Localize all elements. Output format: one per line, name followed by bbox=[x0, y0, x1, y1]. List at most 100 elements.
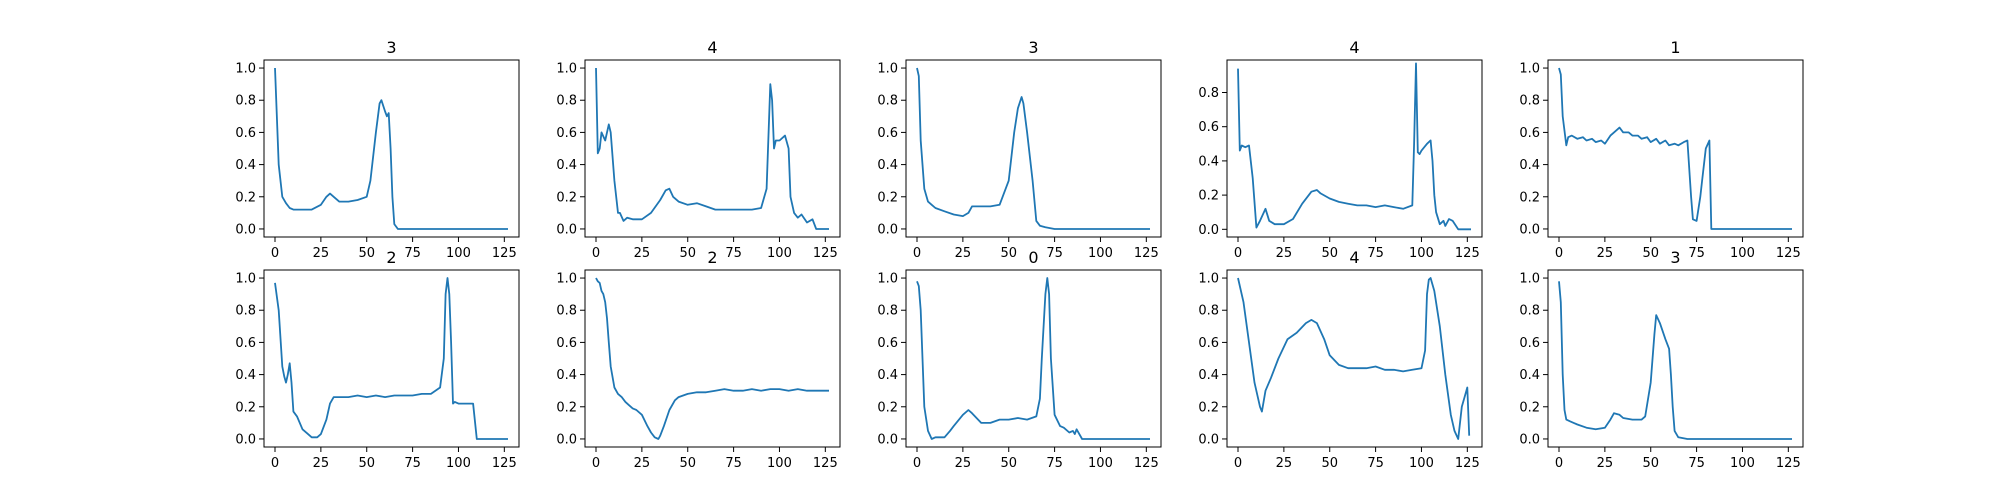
x-tick-label: 0 bbox=[1555, 246, 1563, 261]
y-tick-label: 0.8 bbox=[1198, 86, 1219, 101]
x-tick-label: 75 bbox=[1046, 456, 1063, 471]
y-tick-label: 0.2 bbox=[877, 400, 898, 415]
subplot-6: 0 25 50 75 100 125 0.0 0.2 0.4 0.6 0.8 1.0 2 bbox=[556, 248, 841, 471]
axes-frame bbox=[1226, 269, 1483, 448]
subplot-title: 3 bbox=[1028, 38, 1038, 57]
y-tick-label: 0.0 bbox=[235, 432, 256, 447]
x-tick-label: 50 bbox=[1642, 456, 1659, 471]
x-tick-label: 25 bbox=[1597, 456, 1614, 471]
y-tick-label: 0.4 bbox=[556, 158, 577, 173]
x-tick-label: 125 bbox=[1455, 246, 1480, 261]
series-line bbox=[595, 277, 829, 440]
x-tick-label: 125 bbox=[1776, 246, 1801, 261]
y-tick-label: 0.4 bbox=[877, 158, 898, 173]
y-tick-label: 0.0 bbox=[1198, 223, 1219, 238]
x-tick-label: 25 bbox=[1276, 246, 1293, 261]
series-line bbox=[274, 67, 508, 230]
x-tick-label: 100 bbox=[1409, 456, 1434, 471]
subplot-title: 3 bbox=[386, 38, 396, 57]
x-tick-label: 50 bbox=[679, 246, 696, 261]
x-tick-label: 50 bbox=[1321, 246, 1338, 261]
x-tick-label: 75 bbox=[1688, 246, 1705, 261]
x-tick-label: 50 bbox=[1000, 456, 1017, 471]
subplot-title: 0 bbox=[1028, 248, 1038, 267]
x-tick-label: 100 bbox=[1409, 246, 1434, 261]
x-tick-label: 100 bbox=[1730, 246, 1755, 261]
y-tick-label: 0.8 bbox=[1198, 304, 1219, 319]
x-tick-label: 0 bbox=[1234, 246, 1242, 261]
y-tick-label: 0.0 bbox=[235, 222, 256, 237]
y-tick-label: 0.2 bbox=[235, 190, 256, 205]
y-tick-label: 0.6 bbox=[1198, 336, 1219, 351]
y-tick-label: 0.2 bbox=[235, 400, 256, 415]
x-tick-label: 75 bbox=[1367, 456, 1384, 471]
y-tick-label: 0.4 bbox=[235, 368, 256, 383]
x-tick-label: 25 bbox=[955, 246, 972, 261]
subplot-9: 0 25 50 75 100 125 0.0 0.2 0.4 0.6 0.8 1.0 3 bbox=[1519, 248, 1804, 471]
x-tick-label: 0 bbox=[913, 246, 921, 261]
x-tick-label: 100 bbox=[1730, 456, 1755, 471]
x-tick-label: 0 bbox=[271, 246, 279, 261]
series-line bbox=[916, 277, 1150, 440]
subplot-title: 4 bbox=[707, 38, 717, 57]
x-tick-label: 50 bbox=[679, 456, 696, 471]
series-line bbox=[595, 67, 829, 230]
x-tick-label: 100 bbox=[446, 246, 471, 261]
x-tick-label: 75 bbox=[725, 246, 742, 261]
y-tick-label: 0.8 bbox=[235, 304, 256, 319]
x-tick-label: 75 bbox=[725, 456, 742, 471]
y-tick-label: 0.4 bbox=[1198, 154, 1219, 169]
subplot-title: 1 bbox=[1670, 38, 1680, 57]
y-tick-label: 1.0 bbox=[235, 272, 256, 287]
axes-frame bbox=[263, 269, 520, 448]
y-tick-label: 0.6 bbox=[1198, 120, 1219, 135]
y-tick-label: 0.8 bbox=[1519, 94, 1540, 109]
x-tick-label: 50 bbox=[1000, 246, 1017, 261]
axes-frame bbox=[1226, 59, 1483, 238]
series-line bbox=[916, 67, 1150, 230]
x-tick-label: 100 bbox=[1088, 246, 1113, 261]
y-tick-label: 0.0 bbox=[556, 222, 577, 237]
series-line bbox=[1558, 281, 1792, 440]
x-tick-label: 50 bbox=[1642, 246, 1659, 261]
subplot-title: 2 bbox=[707, 248, 717, 267]
y-tick-label: 1.0 bbox=[556, 272, 577, 287]
x-tick-label: 50 bbox=[1321, 456, 1338, 471]
y-tick-label: 0.8 bbox=[877, 304, 898, 319]
y-tick-label: 0.2 bbox=[556, 190, 577, 205]
y-tick-label: 0.2 bbox=[1519, 400, 1540, 415]
y-tick-label: 0.6 bbox=[556, 336, 577, 351]
subplot-7: 0 25 50 75 100 125 0.0 0.2 0.4 0.6 0.8 1.0 0 bbox=[877, 248, 1162, 471]
y-tick-label: 1.0 bbox=[877, 62, 898, 77]
subplot-0: 0 25 50 75 100 125 0.0 0.2 0.4 0.6 0.8 1.0 3 bbox=[235, 38, 520, 261]
x-tick-label: 100 bbox=[767, 246, 792, 261]
x-tick-label: 0 bbox=[1234, 456, 1242, 471]
series-line bbox=[1558, 67, 1792, 230]
y-tick-label: 0.2 bbox=[1519, 190, 1540, 205]
x-tick-label: 100 bbox=[446, 456, 471, 471]
x-tick-label: 25 bbox=[313, 246, 330, 261]
y-tick-label: 0.8 bbox=[877, 94, 898, 109]
x-tick-label: 25 bbox=[1276, 456, 1293, 471]
y-tick-label: 0.6 bbox=[556, 126, 577, 141]
y-tick-label: 0.4 bbox=[235, 158, 256, 173]
y-tick-label: 0.8 bbox=[556, 94, 577, 109]
y-tick-label: 0.2 bbox=[1198, 189, 1219, 204]
y-tick-label: 0.0 bbox=[556, 432, 577, 447]
x-tick-label: 125 bbox=[1455, 456, 1480, 471]
x-tick-label: 125 bbox=[813, 456, 838, 471]
series-line bbox=[274, 277, 508, 440]
axes-frame bbox=[263, 59, 520, 238]
axes-frame bbox=[905, 59, 1162, 238]
axes-frame bbox=[584, 269, 841, 448]
x-tick-label: 125 bbox=[1134, 246, 1159, 261]
y-tick-label: 0.6 bbox=[1519, 336, 1540, 351]
y-tick-label: 0.0 bbox=[877, 432, 898, 447]
x-tick-label: 100 bbox=[767, 456, 792, 471]
x-tick-label: 75 bbox=[1688, 456, 1705, 471]
x-tick-label: 50 bbox=[358, 456, 375, 471]
x-tick-label: 50 bbox=[358, 246, 375, 261]
y-tick-label: 0.0 bbox=[1519, 222, 1540, 237]
y-tick-label: 0.4 bbox=[877, 368, 898, 383]
